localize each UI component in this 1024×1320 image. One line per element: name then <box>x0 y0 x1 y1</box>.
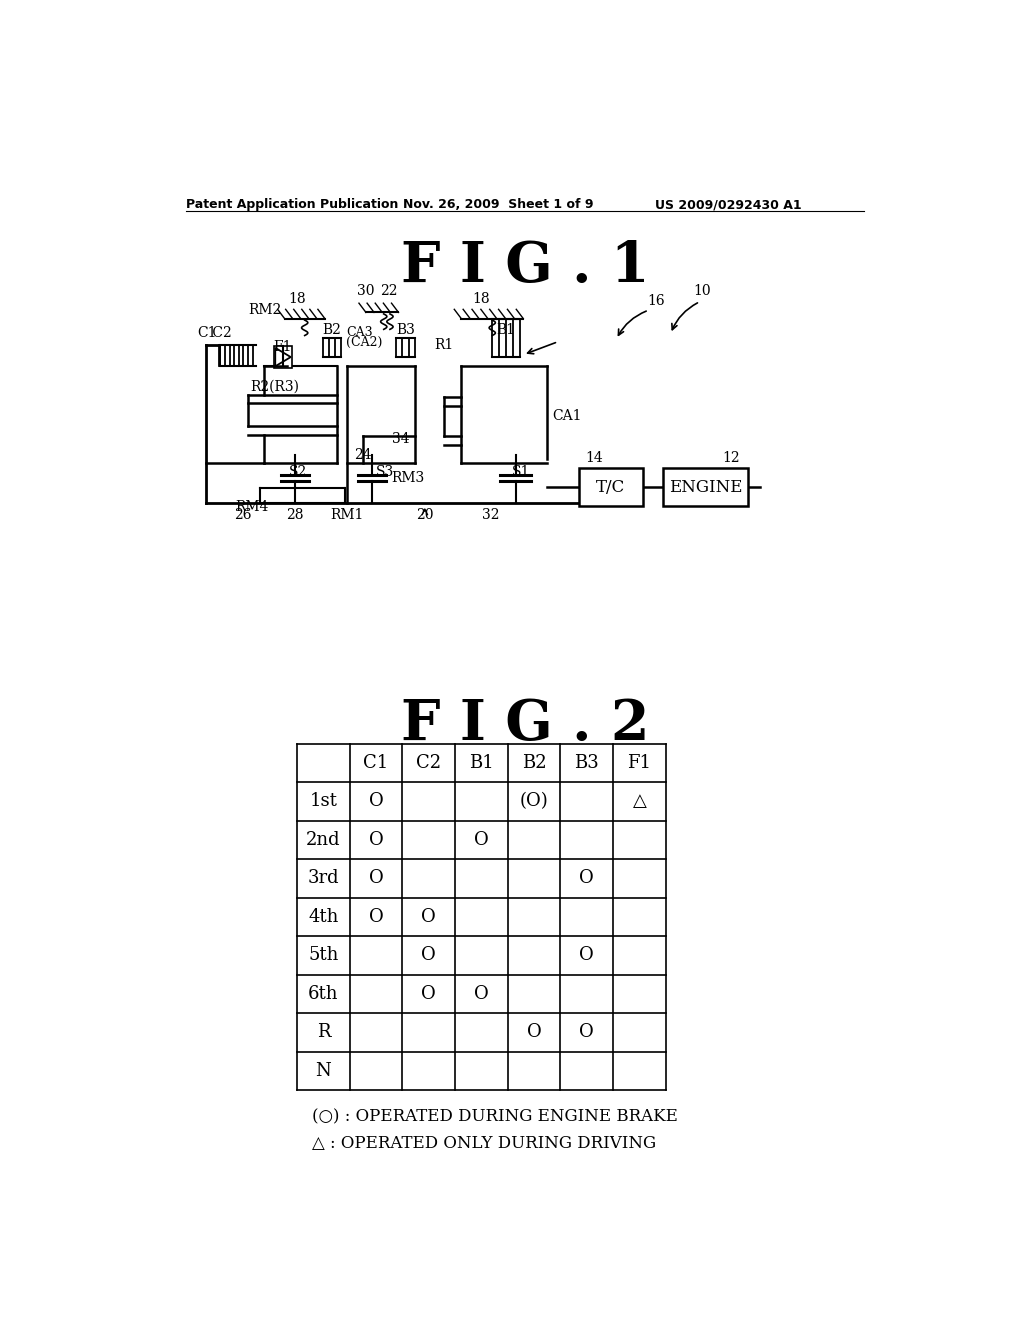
Text: (○) : OPERATED DURING ENGINE BRAKE: (○) : OPERATED DURING ENGINE BRAKE <box>312 1107 678 1125</box>
Text: 34: 34 <box>392 433 410 446</box>
Text: △ : OPERATED ONLY DURING DRIVING: △ : OPERATED ONLY DURING DRIVING <box>312 1135 656 1152</box>
Text: O: O <box>421 985 436 1003</box>
Text: F1: F1 <box>628 754 651 772</box>
Text: O: O <box>369 830 383 849</box>
Text: 12: 12 <box>722 451 739 465</box>
Text: (O): (O) <box>520 792 549 810</box>
Text: Nov. 26, 2009  Sheet 1 of 9: Nov. 26, 2009 Sheet 1 of 9 <box>403 198 594 211</box>
Text: R1: R1 <box>434 338 454 352</box>
Text: R2(R3): R2(R3) <box>251 380 299 393</box>
Text: 32: 32 <box>482 508 500 521</box>
Text: Patent Application Publication: Patent Application Publication <box>186 198 398 211</box>
Polygon shape <box>275 348 291 367</box>
Text: O: O <box>421 946 436 965</box>
Text: US 2009/0292430 A1: US 2009/0292430 A1 <box>655 198 802 211</box>
Text: 30: 30 <box>357 285 375 298</box>
Text: O: O <box>369 870 383 887</box>
Text: B2: B2 <box>323 323 341 337</box>
Text: O: O <box>474 830 488 849</box>
Text: RM3: RM3 <box>391 471 425 484</box>
Text: R: R <box>316 1023 330 1041</box>
Text: F I G . 2: F I G . 2 <box>400 697 649 752</box>
Text: 1st: 1st <box>309 792 337 810</box>
Text: RM4: RM4 <box>236 500 268 513</box>
Bar <box>273 346 292 368</box>
Text: O: O <box>369 908 383 925</box>
Text: RM1: RM1 <box>331 508 364 521</box>
Text: CA1: CA1 <box>553 409 583 424</box>
Text: 4th: 4th <box>308 908 339 925</box>
Text: B1: B1 <box>469 754 494 772</box>
Text: O: O <box>580 1023 594 1041</box>
Text: C2: C2 <box>208 326 231 341</box>
Text: S2: S2 <box>289 465 306 479</box>
Text: N: N <box>315 1061 331 1080</box>
Text: 16: 16 <box>647 294 665 308</box>
Text: 5th: 5th <box>308 946 339 965</box>
Text: 6th: 6th <box>308 985 339 1003</box>
Text: T/C: T/C <box>596 479 626 496</box>
Text: O: O <box>580 946 594 965</box>
Text: C1: C1 <box>197 326 216 341</box>
Bar <box>663 469 748 507</box>
Text: 10: 10 <box>693 285 712 298</box>
Text: F1: F1 <box>273 341 292 354</box>
Text: ENGINE: ENGINE <box>669 479 742 496</box>
Text: RM2: RM2 <box>248 304 282 317</box>
Text: O: O <box>421 908 436 925</box>
Text: O: O <box>580 870 594 887</box>
Text: S1: S1 <box>512 465 530 479</box>
Text: 24: 24 <box>354 447 372 462</box>
Text: △: △ <box>633 792 646 810</box>
Text: 18: 18 <box>472 292 489 306</box>
Text: 18: 18 <box>288 292 306 306</box>
Text: CA3: CA3 <box>346 326 373 338</box>
Text: O: O <box>526 1023 542 1041</box>
Text: C1: C1 <box>364 754 389 772</box>
Bar <box>579 469 643 507</box>
Text: 3rd: 3rd <box>307 870 339 887</box>
Text: O: O <box>474 985 488 1003</box>
Text: 2nd: 2nd <box>306 830 341 849</box>
Text: 28: 28 <box>286 508 303 521</box>
Text: B2: B2 <box>522 754 547 772</box>
Text: 14: 14 <box>586 451 603 465</box>
Text: C2: C2 <box>416 754 441 772</box>
Text: B1: B1 <box>497 323 516 337</box>
Text: B3: B3 <box>396 323 415 337</box>
Text: (CA2): (CA2) <box>346 335 382 348</box>
Text: 22: 22 <box>381 285 398 298</box>
Text: B3: B3 <box>574 754 599 772</box>
Text: O: O <box>369 792 383 810</box>
Text: S3: S3 <box>376 465 394 479</box>
Text: 26: 26 <box>233 508 252 521</box>
Text: F I G . 1: F I G . 1 <box>400 239 649 294</box>
Text: 20: 20 <box>416 508 433 521</box>
